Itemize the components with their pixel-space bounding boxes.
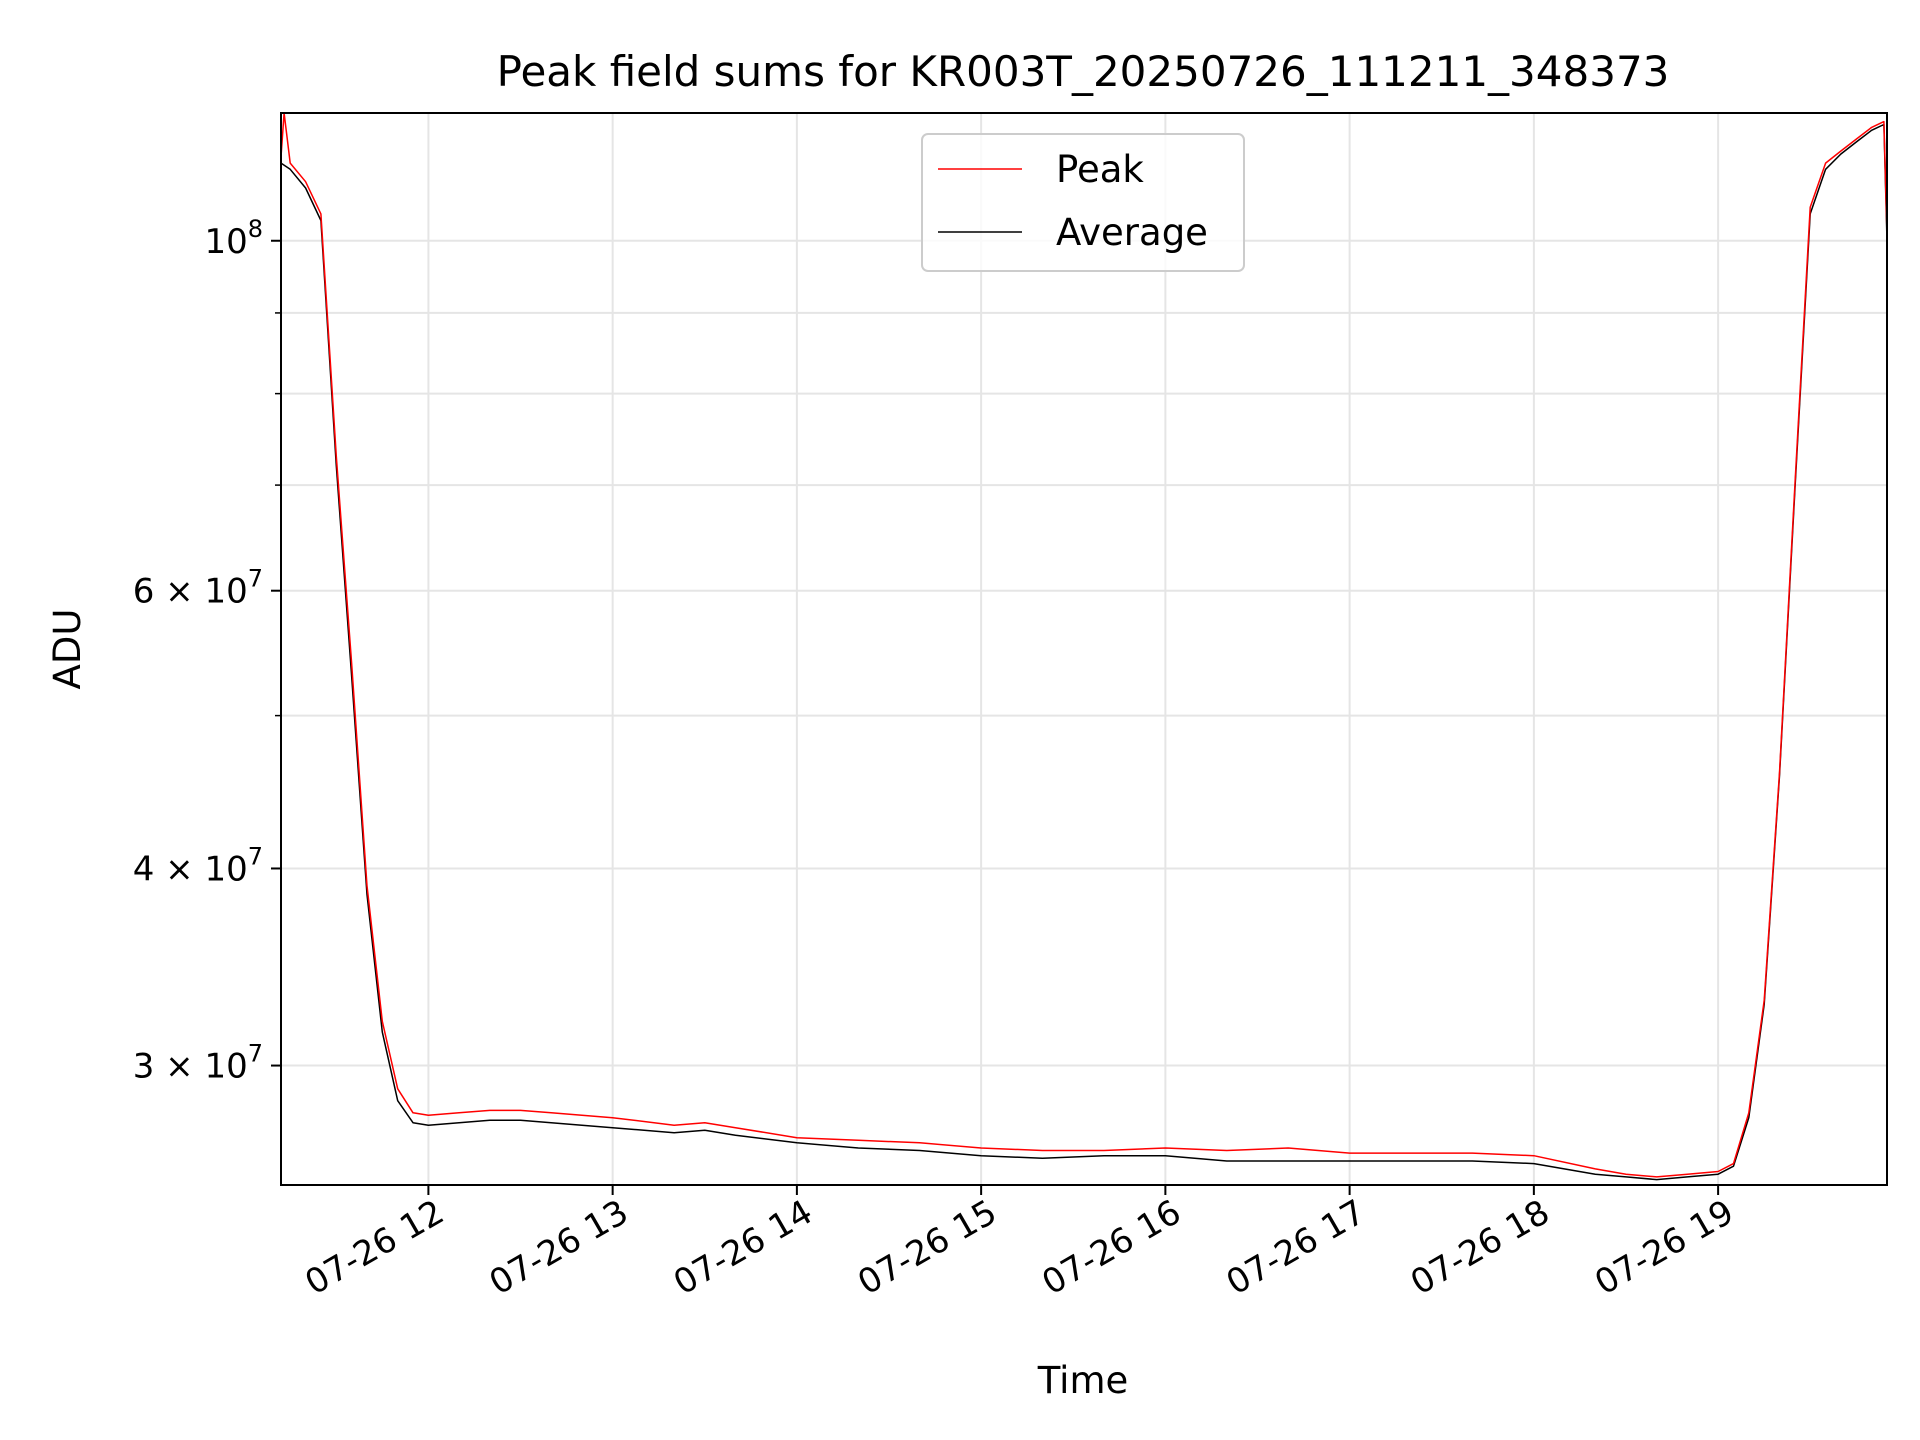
- chart-title: Peak field sums for KR003T_20250726_1112…: [497, 47, 1670, 96]
- y-tick-label-base: 3 × 10: [133, 1047, 248, 1087]
- y-tick-label: 108: [204, 215, 263, 262]
- y-tick-label: 4 × 107: [133, 842, 263, 889]
- series-layer: [281, 113, 1887, 1181]
- y-tick-label-exponent: 7: [248, 565, 263, 593]
- y-tick-label-exponent: 7: [248, 842, 263, 870]
- legend-label-peak: Peak: [1056, 148, 1144, 191]
- grid-lines: [281, 113, 1887, 1185]
- legend: Peak Average: [921, 133, 1245, 272]
- y-tick-label-base: 6 × 10: [133, 572, 248, 612]
- plot-area: [281, 113, 1887, 1185]
- y-tick-label-exponent: 8: [248, 215, 263, 243]
- y-tick-label-exponent: 7: [248, 1040, 263, 1068]
- x-axis-label: Time: [1037, 1359, 1129, 1402]
- y-tick-label-base: 4 × 10: [133, 849, 248, 889]
- y-axis-label: ADU: [46, 609, 89, 690]
- plot-frame: [280, 112, 1888, 1186]
- y-tick-label: 3 × 107: [133, 1040, 263, 1087]
- y-tick-label-base: 10: [204, 222, 247, 262]
- y-tick-label: 6 × 107: [133, 565, 263, 612]
- legend-label-average: Average: [1056, 211, 1208, 254]
- series-line-peak: [281, 113, 1887, 1178]
